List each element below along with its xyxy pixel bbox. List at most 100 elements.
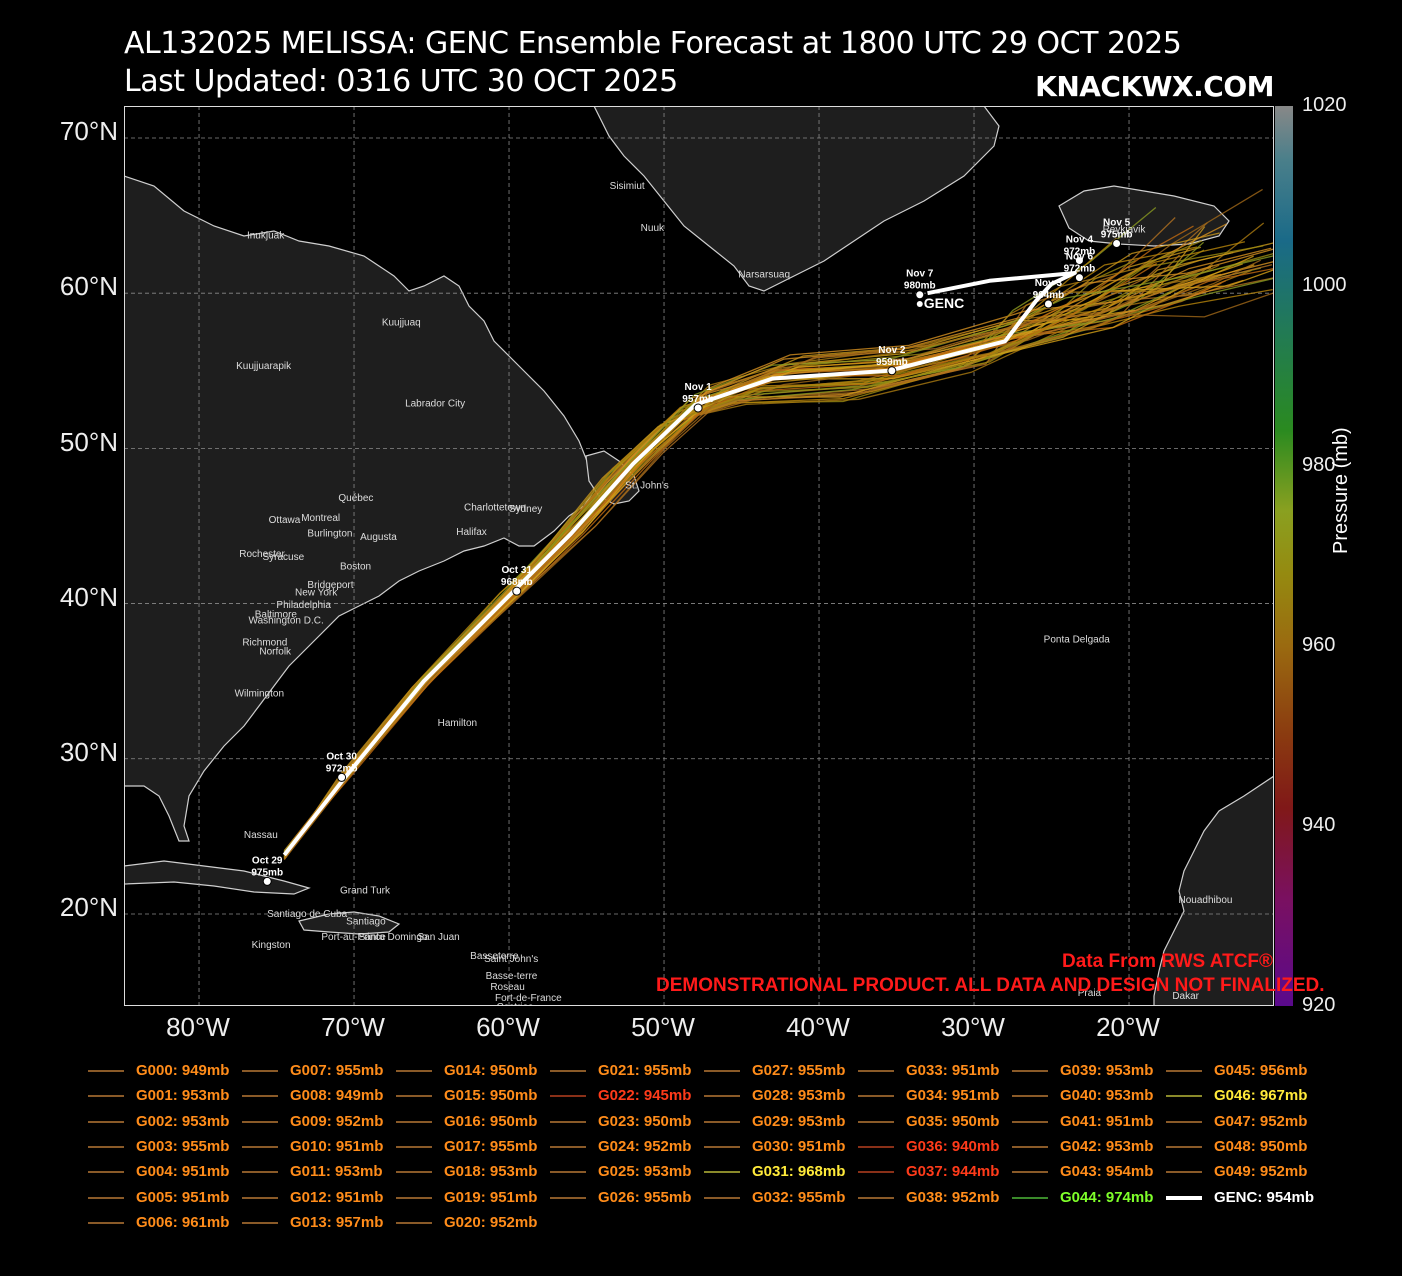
legend-item: GENC: 954mb [1166, 1189, 1314, 1213]
legend-item: G047: 952mb [1166, 1113, 1307, 1137]
legend-swatch [704, 1171, 740, 1174]
legend-swatch [550, 1171, 586, 1174]
place-label: Philadelphia [276, 600, 331, 611]
land-greenland [593, 106, 1000, 292]
legend-item: G027: 955mb [704, 1062, 845, 1086]
legend-item: G018: 953mb [396, 1163, 537, 1187]
genc-label: GENC [924, 295, 964, 311]
legend-label: G037: 944mb [906, 1163, 1000, 1181]
colorbar-tick-980: 980 [1302, 454, 1336, 476]
place-label: Santiago de Cuba [267, 909, 348, 920]
place-label: St. John's [625, 481, 669, 492]
legend-label: G027: 955mb [752, 1062, 846, 1079]
legend-item: G042: 953mb [1012, 1138, 1153, 1162]
marker-date-label: Nov 1 [685, 382, 713, 393]
forecast-point-marker[interactable] [693, 403, 703, 413]
legend-label: G048: 950mb [1214, 1137, 1308, 1155]
forecast-point-marker[interactable] [915, 290, 925, 300]
legend-swatch [88, 1120, 124, 1123]
lat-tick-40: 40°N [59, 582, 118, 612]
map-panel[interactable]: Sisimiut Nuuk Narsarsuaq Reykjavik Inukjuak K… [124, 106, 1274, 1006]
legend-item: G015: 950mb [396, 1087, 537, 1111]
legend-swatch [396, 1095, 432, 1098]
ensemble-member-track [283, 255, 1274, 852]
place-label: Narsarsuaq [738, 270, 790, 281]
forecast-point-marker[interactable] [1074, 256, 1084, 266]
legend-swatch [88, 1145, 124, 1148]
legend-label: G036: 940mb [906, 1137, 1000, 1155]
place-label: Rochester [239, 549, 285, 560]
forecast-point-marker[interactable] [1112, 239, 1122, 249]
marker-pressure-label: 975mb [1101, 230, 1133, 241]
legend-label: G026: 955mb [598, 1188, 692, 1206]
place-label: Ponta Delgada [1044, 634, 1111, 645]
disclaimer-note: DEMONSTRATIONAL PRODUCT. ALL DATA AND DE… [656, 975, 1325, 996]
legend-item: G002: 953mb [88, 1113, 229, 1137]
legend-label: G045: 956mb [1214, 1062, 1308, 1079]
legend-swatch [704, 1095, 740, 1098]
forecast-point-marker[interactable] [262, 876, 272, 886]
place-label: Santiago [346, 917, 386, 928]
legend-label: G003: 955mb [136, 1137, 230, 1155]
place-label: Sydney [509, 504, 542, 515]
legend-label: G043: 954mb [1060, 1163, 1154, 1181]
legend-swatch [1012, 1171, 1048, 1174]
legend-swatch [1012, 1120, 1048, 1123]
land-masses [124, 106, 1274, 1006]
legend-label: G001: 953mb [136, 1087, 230, 1105]
forecast-point-marker[interactable] [337, 772, 347, 782]
place-label: Burlington [307, 529, 352, 540]
forecast-point-marker[interactable] [887, 366, 897, 376]
legend-label: G033: 951mb [906, 1062, 1000, 1079]
colorbar-tick-960: 960 [1302, 634, 1336, 656]
legend-label: G030: 951mb [752, 1137, 846, 1155]
legend-item: G043: 954mb [1012, 1163, 1153, 1187]
marker-date-label: Nov 2 [878, 345, 906, 356]
place-label: Québec [338, 493, 373, 504]
legend-item: G023: 950mb [550, 1113, 691, 1137]
colorbar-tick-1000: 1000 [1302, 274, 1347, 296]
legend-label: G023: 950mb [598, 1112, 692, 1130]
legend-label: G047: 952mb [1214, 1112, 1308, 1130]
legend-swatch [1012, 1095, 1048, 1098]
legend-item: G017: 955mb [396, 1138, 537, 1162]
land-africa [1153, 775, 1274, 1006]
forecast-point-marker[interactable] [1043, 299, 1053, 309]
legend-label: G038: 952mb [906, 1188, 1000, 1206]
lon-tick-70w: 70°W [321, 1012, 385, 1042]
legend-label: G004: 951mb [136, 1163, 230, 1181]
legend-swatch [242, 1196, 278, 1199]
legend-swatch [88, 1171, 124, 1174]
legend-swatch [1012, 1145, 1048, 1148]
legend-swatch [1166, 1195, 1202, 1200]
legend-item: G037: 944mb [858, 1163, 999, 1187]
legend-swatch [88, 1095, 124, 1098]
legend-label: G018: 953mb [444, 1163, 538, 1181]
place-label: Fort-de-France [495, 993, 562, 1004]
forecast-point-marker[interactable] [1074, 273, 1084, 283]
place-label: Montreal [301, 513, 340, 524]
legend-swatch [1012, 1196, 1048, 1199]
legend-label: G020: 952mb [444, 1213, 538, 1231]
forecast-point-marker[interactable] [512, 586, 522, 596]
lon-tick-30w: 30°W [941, 1012, 1005, 1042]
legend-swatch [858, 1145, 894, 1148]
marker-date-label: Oct 31 [501, 565, 532, 576]
graticule [124, 106, 1274, 1006]
legend-item: G030: 951mb [704, 1138, 845, 1162]
legend-swatch [242, 1145, 278, 1148]
place-label: Kuujjuaq [382, 318, 421, 329]
legend-item: G022: 945mb [550, 1087, 691, 1111]
legend-swatch [1012, 1070, 1048, 1073]
legend-item: G032: 955mb [704, 1189, 845, 1213]
legend-label: GENC: 954mb [1214, 1188, 1315, 1206]
legend-swatch [242, 1120, 278, 1123]
ensemble-member-track [283, 292, 1274, 860]
legend-item: G006: 961mb [88, 1214, 229, 1238]
legend-swatch [1166, 1145, 1202, 1148]
last-updated: Last Updated: 0316 UTC 30 OCT 2025 [124, 64, 678, 99]
legend-swatch [242, 1095, 278, 1098]
place-label: Roseau [490, 982, 524, 993]
legend-item: G044: 974mb [1012, 1189, 1153, 1213]
